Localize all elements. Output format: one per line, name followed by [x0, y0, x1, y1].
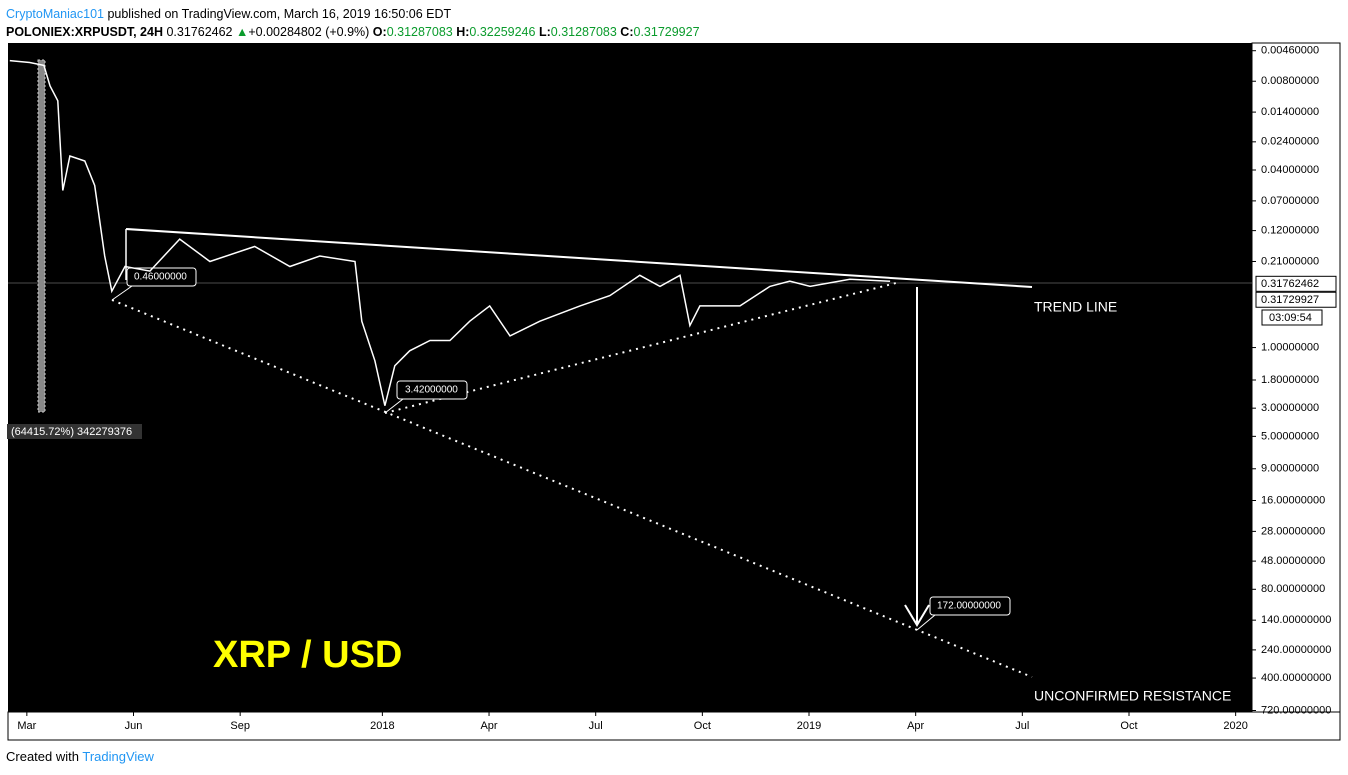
- x-tick-label: Oct: [694, 720, 711, 732]
- brand[interactable]: TradingView: [82, 749, 154, 764]
- change: +0.00284802 (+0.9%): [248, 25, 370, 39]
- y-tick-label: 240.00000000: [1261, 644, 1331, 656]
- target-pointer: [916, 614, 936, 631]
- x-tick-label: Jul: [589, 720, 603, 732]
- trend-label: TREND LINE: [1034, 299, 1117, 315]
- arrow: ▲: [236, 25, 249, 39]
- publish-line: CryptoManiac101 published on TradingView…: [6, 5, 700, 23]
- x-axis-bg: [7, 711, 1341, 741]
- published: published on TradingView.com, March 16, …: [107, 7, 452, 21]
- h-label: H:: [456, 25, 470, 39]
- y-tick-label: 5.00000000: [1261, 430, 1319, 442]
- l: 0.31287083: [550, 25, 617, 39]
- early-pointer: [111, 285, 133, 301]
- y-tick-label: 720.00000000: [1261, 704, 1331, 716]
- x-tick-label: Apr: [480, 720, 497, 732]
- y-tick-label: 28.00000000: [1261, 525, 1325, 537]
- ohlc-line: POLONIEX:XRPUSDT, 24H 0.31762462 ▲+0.002…: [6, 23, 700, 41]
- c-label: C:: [620, 25, 634, 39]
- header: CryptoManiac101 published on TradingView…: [6, 5, 700, 41]
- y-tick-label: 0.04000000: [1261, 164, 1319, 176]
- chart-title: XRP / USD: [213, 634, 402, 676]
- x-tick-label: Apr: [907, 720, 924, 732]
- y-tick-label: 0.00800000: [1261, 75, 1319, 87]
- target-box: [929, 596, 1011, 616]
- arrow-head: [904, 604, 930, 627]
- y-tick-label: 0.21000000: [1261, 255, 1319, 267]
- y-tick-label: 0.02400000: [1261, 136, 1319, 148]
- y-tick-label: 16.00000000: [1261, 494, 1325, 506]
- y-tick-label: 9.00000000: [1261, 463, 1319, 475]
- y-tick-label: 140.00000000: [1261, 614, 1331, 626]
- y-tick-label: 80.00000000: [1261, 583, 1325, 595]
- x-tick-label: Sep: [230, 720, 250, 732]
- x-tick-label: 2019: [797, 720, 821, 732]
- x-tick-label: Oct: [1120, 720, 1137, 732]
- measure-label: (64415.72%) 342279376: [11, 426, 132, 438]
- h: 0.32259246: [469, 25, 536, 39]
- y-tick-label: 0.00460000: [1261, 45, 1319, 57]
- price-label: 0.31762462: [1261, 278, 1319, 290]
- resistance-line: [111, 299, 1033, 678]
- l-label: L:: [538, 25, 551, 39]
- y-tick-label: 1.00000000: [1261, 341, 1319, 353]
- early-box: [126, 267, 197, 287]
- symbol: POLONIEX:XRPUSDT, 24H: [6, 25, 163, 39]
- y-tick-label: 0.07000000: [1261, 195, 1319, 207]
- measure-box: [7, 424, 142, 439]
- created: Created with: [6, 749, 79, 764]
- y-tick-label: 1.80000000: [1261, 374, 1319, 386]
- price-box: [1255, 275, 1337, 292]
- y-tick-label: 0.01400000: [1261, 106, 1319, 118]
- o-label: O:: [372, 25, 387, 39]
- x-tick-label: 2018: [370, 720, 394, 732]
- resistance-label: UNCONFIRMED RESISTANCE: [1034, 688, 1231, 704]
- y-tick-label: 3.00000000: [1261, 402, 1319, 414]
- low-callout: 3.42000000: [405, 385, 458, 396]
- o: 0.31287083: [386, 25, 453, 39]
- y-tick-label: 0.12000000: [1261, 225, 1319, 237]
- support-line: [384, 281, 901, 414]
- price-label: 0.31729927: [1261, 294, 1319, 306]
- countdown: 03:09:54: [1269, 312, 1312, 324]
- footer: Created with TradingView: [6, 749, 154, 764]
- c: 0.31729927: [633, 25, 700, 39]
- author[interactable]: CryptoManiac101: [6, 7, 104, 21]
- plot-bg: [8, 43, 1252, 712]
- y-tick-label: 48.00000000: [1261, 555, 1325, 567]
- marks: [9, 59, 891, 406]
- trend-line: [125, 228, 1033, 288]
- price-box: [1255, 291, 1337, 308]
- x-tick-label: Mar: [17, 720, 36, 732]
- measure-bar: [37, 59, 46, 413]
- low-box: [396, 380, 468, 400]
- y-tick-label: 400.00000000: [1261, 672, 1331, 684]
- x-tick-label: Jul: [1015, 720, 1029, 732]
- countdown-box: [1261, 309, 1323, 326]
- chart: (64415.72%) 342279376 172.00000000 3.420…: [7, 42, 1341, 741]
- last: 0.31762462: [166, 25, 233, 39]
- price-series: [9, 59, 891, 406]
- low-pointer: [384, 398, 404, 414]
- x-tick-label: 2020: [1223, 720, 1247, 732]
- target-callout: 172.00000000: [937, 601, 1001, 612]
- early-callout: 0.46000000: [134, 272, 187, 283]
- x-tick-label: Jun: [125, 720, 143, 732]
